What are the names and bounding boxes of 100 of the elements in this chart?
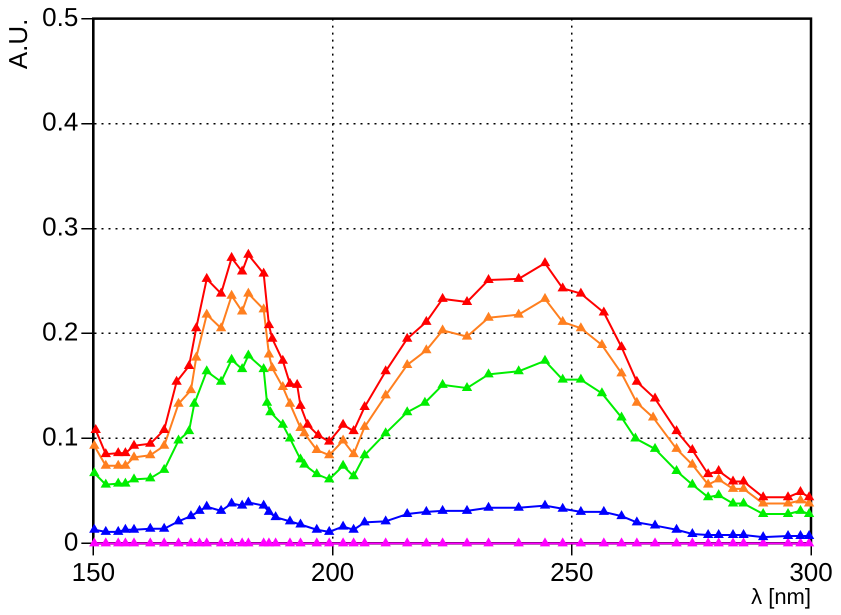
point <box>296 422 305 431</box>
point <box>227 290 236 299</box>
point <box>114 526 123 535</box>
point <box>130 452 138 460</box>
point <box>688 480 697 488</box>
point <box>264 349 274 358</box>
point <box>632 538 642 546</box>
point <box>804 509 814 518</box>
point <box>271 538 280 546</box>
point <box>314 430 323 438</box>
point <box>349 449 358 458</box>
point <box>381 390 390 398</box>
point <box>462 383 472 392</box>
point <box>286 398 294 407</box>
point <box>286 378 294 387</box>
point <box>650 394 660 402</box>
point <box>402 334 412 342</box>
point <box>324 450 334 458</box>
point <box>101 480 110 488</box>
point <box>312 469 322 478</box>
point <box>402 509 412 518</box>
point <box>90 440 99 449</box>
point <box>338 538 348 546</box>
point <box>804 531 814 540</box>
point <box>184 426 194 434</box>
point <box>728 476 738 484</box>
point <box>597 388 606 396</box>
point <box>632 517 642 526</box>
point <box>324 436 334 445</box>
point <box>514 538 524 546</box>
point <box>238 364 247 372</box>
point <box>278 420 288 428</box>
point <box>186 511 196 520</box>
point <box>381 538 390 546</box>
point <box>558 538 568 546</box>
point <box>266 407 275 416</box>
point <box>758 532 768 540</box>
point <box>264 538 274 546</box>
point <box>422 316 431 325</box>
point <box>599 307 608 316</box>
point <box>688 528 697 537</box>
point <box>422 538 431 546</box>
point <box>672 426 682 434</box>
point <box>672 538 682 546</box>
point <box>714 474 724 482</box>
point <box>101 449 110 458</box>
point <box>114 478 123 487</box>
point <box>296 400 305 409</box>
point <box>146 450 155 458</box>
point <box>632 398 642 406</box>
point <box>650 520 660 529</box>
point <box>558 283 568 292</box>
point <box>714 538 724 546</box>
point <box>360 422 370 430</box>
y-tick-label: 0 <box>64 526 78 557</box>
point <box>160 440 169 449</box>
y-tick-label: 0.2 <box>42 316 78 347</box>
point <box>303 420 312 428</box>
point <box>130 524 138 533</box>
point <box>381 428 390 436</box>
point <box>90 468 99 476</box>
y-tick-label: 0.1 <box>42 422 78 452</box>
point <box>120 524 130 533</box>
y-tick-label: 0.3 <box>42 212 78 242</box>
point <box>422 506 431 515</box>
point <box>202 538 212 546</box>
point <box>216 288 226 297</box>
point <box>296 520 305 528</box>
x-tick-label: 250 <box>550 557 594 588</box>
point <box>438 538 448 546</box>
point <box>146 473 155 482</box>
x-tick-label: 200 <box>310 557 354 588</box>
point <box>120 538 130 546</box>
point <box>804 538 814 546</box>
point <box>292 380 302 388</box>
point <box>146 538 155 546</box>
point <box>438 506 448 514</box>
point <box>704 538 713 546</box>
point <box>728 498 738 507</box>
point <box>576 374 586 383</box>
point <box>438 380 448 388</box>
point <box>238 538 247 546</box>
y-axis-title: A.U. <box>2 18 33 70</box>
point <box>576 288 586 297</box>
point <box>271 512 280 520</box>
point <box>360 450 370 458</box>
point <box>462 296 472 305</box>
point <box>739 530 748 538</box>
point <box>238 500 247 509</box>
point <box>688 444 697 453</box>
point <box>438 294 448 302</box>
point <box>120 460 130 469</box>
point <box>184 361 194 370</box>
point <box>349 524 358 533</box>
point <box>381 516 390 524</box>
point <box>714 530 724 538</box>
point <box>360 517 370 526</box>
point <box>296 454 305 462</box>
point <box>402 538 412 546</box>
point <box>192 323 201 332</box>
